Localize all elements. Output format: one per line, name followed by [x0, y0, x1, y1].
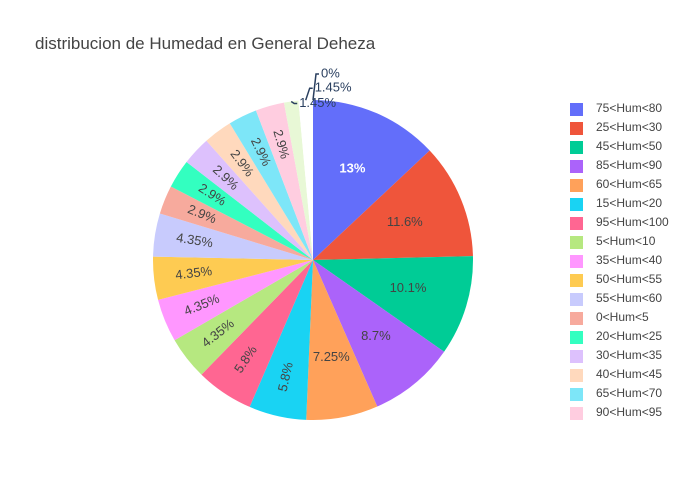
pie-slice-11[interactable]: [159, 186, 313, 260]
legend-swatch: [570, 388, 583, 401]
legend-item-30-lt-hum-lt-35[interactable]: 30<Hum<35: [563, 347, 700, 366]
legend-label: 90<Hum<95: [596, 405, 663, 419]
pie-slice-3[interactable]: [313, 260, 445, 407]
pie-slice-10[interactable]: [153, 213, 313, 260]
legend-swatch: [570, 236, 583, 249]
legend-swatch: [570, 293, 583, 306]
legend-label: 85<Hum<90: [596, 158, 663, 172]
legend-swatch: [570, 331, 583, 344]
legend-label: 30<Hum<35: [596, 348, 663, 362]
legend-swatch: [570, 369, 583, 382]
legend-label: 75<Hum<80: [596, 101, 663, 115]
chart-title: distribucion de Humedad en General Dehez…: [35, 34, 376, 53]
legend-label: 55<Hum<60: [596, 291, 663, 305]
pie-slice-7[interactable]: [174, 260, 313, 375]
legend-swatch: [570, 141, 583, 154]
slice-label-18: 1.45%: [315, 80, 352, 95]
legend-item-20-lt-hum-lt-25[interactable]: 20<Hum<25: [563, 328, 700, 347]
legend-label: 5<Hum<10: [596, 234, 656, 248]
legend-swatch: [570, 407, 583, 420]
pie-slice-18[interactable]: [298, 99, 313, 260]
legend[interactable]: 75<Hum<80 25<Hum<30 45<Hum<50 85<Hum<90 60<H…: [563, 100, 700, 422]
legend-swatch: [570, 217, 583, 230]
legend-item-0-lt-hum-lt-5[interactable]: 0<Hum<5: [563, 309, 700, 328]
legend-item-45-lt-hum-lt-50[interactable]: 45<Hum<50: [563, 138, 700, 157]
legend-label: 0<Hum<5: [596, 310, 649, 324]
leader-line-19: [312, 73, 319, 101]
pie-slice-13[interactable]: [186, 140, 313, 260]
pie-slice-17[interactable]: [283, 100, 313, 260]
legend-swatch: [570, 160, 583, 173]
legend-item-50-lt-hum-lt-55[interactable]: 50<Hum<55: [563, 271, 700, 290]
legend-label: 40<Hum<45: [596, 367, 663, 381]
legend-item-90-lt-hum-lt-95[interactable]: 90<Hum<95: [563, 404, 700, 422]
legend-label: 45<Hum<50: [596, 139, 663, 153]
legend-label: 95<Hum<100: [596, 215, 669, 229]
slice-label-9: 4.35%: [175, 263, 214, 282]
legend-label: 15<Hum<20: [596, 196, 663, 210]
slice-label-2: 10.1%: [390, 280, 427, 295]
legend-swatch: [570, 122, 583, 135]
legend-item-65-lt-hum-lt-70[interactable]: 65<Hum<70: [563, 385, 700, 404]
pie-slice-4[interactable]: [306, 260, 378, 421]
pie-slice-2[interactable]: [313, 256, 473, 352]
legend-label: 25<Hum<30: [596, 120, 663, 134]
legend-item-15-lt-hum-lt-20[interactable]: 15<Hum<20: [563, 195, 700, 214]
pie-slice-6[interactable]: [201, 260, 313, 407]
legend-item-35-lt-hum-lt-40[interactable]: 35<Hum<40: [563, 252, 700, 271]
slice-label-1: 11.6%: [387, 214, 423, 229]
slice-label-19: 0%: [321, 65, 340, 80]
legend-item-55-lt-hum-lt-60[interactable]: 55<Hum<60: [563, 290, 700, 309]
legend-item-95-lt-hum-lt-100[interactable]: 95<Hum<100: [563, 214, 700, 233]
legend-item-75-lt-hum-lt-80[interactable]: 75<Hum<80: [563, 100, 700, 119]
pie-slice-9[interactable]: [153, 256, 313, 300]
slice-label-3: 8.7%: [361, 328, 391, 343]
pie-slice-12[interactable]: [170, 161, 313, 260]
leader-line-18: [304, 87, 313, 101]
slice-label-17: 1.45%: [299, 95, 336, 110]
legend-swatch: [570, 179, 583, 192]
slice-label-4: 7.25%: [313, 349, 350, 364]
legend-label: 65<Hum<70: [596, 386, 663, 400]
legend-label: 35<Hum<40: [596, 253, 663, 267]
pie-slice-8[interactable]: [158, 260, 313, 341]
legend-swatch: [570, 198, 583, 211]
legend-swatch: [570, 274, 583, 287]
pie-slice-15[interactable]: [229, 110, 313, 261]
legend-item-25-lt-hum-lt-30[interactable]: 25<Hum<30: [563, 119, 700, 138]
leader-line-17: [290, 100, 298, 105]
legend-swatch: [570, 103, 583, 116]
pie-slice-5[interactable]: [249, 260, 313, 420]
legend-swatch: [570, 350, 583, 363]
legend-label: 20<Hum<25: [596, 329, 663, 343]
legend-item-85-lt-hum-lt-90[interactable]: 85<Hum<90: [563, 157, 700, 176]
slice-label-10: 4.35%: [175, 230, 214, 251]
pie-slice-16[interactable]: [255, 102, 313, 261]
slice-label-5: 5.8%: [275, 360, 296, 393]
legend-item-60-lt-hum-lt-65[interactable]: 60<Hum<65: [563, 176, 700, 195]
legend-swatch: [570, 312, 583, 325]
pie-slice-14[interactable]: [206, 123, 313, 260]
pie-slice-1[interactable]: [313, 150, 473, 260]
legend-swatch: [570, 255, 583, 268]
slice-label-0: 13%: [339, 160, 365, 175]
pie-slice-0[interactable]: [313, 100, 430, 260]
legend-item-5-lt-hum-lt-10[interactable]: 5<Hum<10: [563, 233, 700, 252]
legend-label: 50<Hum<55: [596, 272, 663, 286]
legend-item-40-lt-hum-lt-45[interactable]: 40<Hum<45: [563, 366, 700, 385]
legend-label: 60<Hum<65: [596, 177, 663, 191]
